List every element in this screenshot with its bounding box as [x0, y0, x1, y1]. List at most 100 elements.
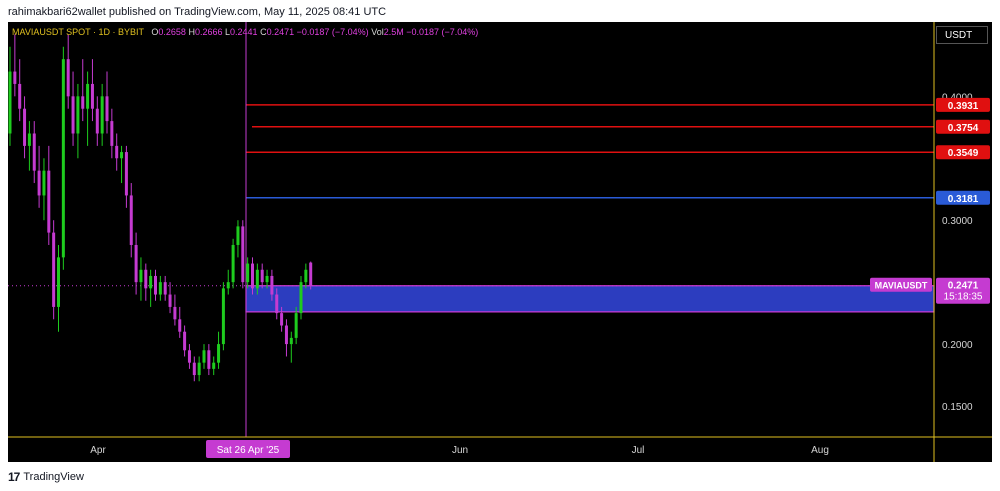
legend-low-value: 0.2441 [230, 27, 258, 37]
candle-body [129, 195, 133, 245]
candle-body [124, 152, 128, 196]
candle-body [284, 325, 288, 345]
candle-body [217, 344, 221, 363]
candle-body [37, 170, 41, 196]
candle-body [120, 152, 124, 159]
legend-close-value: 0.2471 [266, 27, 295, 37]
candle-body [270, 275, 274, 295]
legend-volume-value: 2.5M [383, 27, 404, 37]
candle-body [100, 96, 104, 134]
candle-body [212, 362, 216, 369]
legend-high-label: H [188, 27, 195, 37]
candle-body [246, 263, 250, 283]
candle-body [299, 282, 303, 314]
candle-body [66, 59, 70, 97]
candle-body [163, 282, 167, 295]
candle-body [231, 244, 235, 283]
legend-open-value: 0.2658 [158, 27, 186, 37]
candle-body [178, 319, 182, 332]
candle-body [154, 275, 157, 295]
candle-body [183, 331, 187, 351]
candle-body [309, 262, 313, 286]
candle-body [90, 83, 94, 109]
candle-body [76, 96, 80, 134]
candle-body [61, 59, 65, 258]
symbol-tag [870, 277, 932, 292]
candle-body [57, 257, 60, 307]
candle-body [197, 362, 201, 376]
legend-symbol[interactable]: MAVIAUSDT SPOT · 1D · BYBIT [12, 27, 144, 37]
y-tick-label: 0.3000 [942, 216, 973, 227]
legend-volume-change: −0.0187 (−7.04%) [406, 27, 479, 37]
legend-low-label: L [225, 27, 231, 37]
legend-open-label: O [151, 27, 159, 37]
candle-body [23, 108, 27, 146]
chart-area[interactable]: 0.15000.20000.30000.40000.45000.39310.37… [8, 22, 992, 462]
level-price-tag [936, 97, 990, 112]
price-chart[interactable]: 0.15000.20000.30000.40000.45000.39310.37… [8, 22, 992, 462]
candle-body [294, 313, 298, 338]
y-tick-label: 0.1500 [942, 402, 973, 413]
countdown-timer: 15:18:35 [944, 292, 983, 303]
currency-button[interactable]: USDT [936, 26, 988, 44]
candle-body [280, 313, 284, 326]
candle-body [110, 121, 114, 146]
candle-body [207, 350, 211, 369]
level-price-label: 0.3931 [948, 101, 979, 112]
symbol-tag-label: MAVIAUSDT [875, 281, 928, 291]
candle-body [13, 71, 17, 84]
legend-high-value: 0.2666 [194, 27, 223, 37]
candle-body [158, 282, 162, 295]
candle-body [255, 269, 259, 289]
candle-body [260, 269, 264, 283]
candle-body [275, 294, 279, 314]
legend-close-label: C [260, 27, 267, 37]
legend-change: −0.0187 (−7.04%) [296, 27, 369, 37]
symbol-legend: MAVIAUSDT SPOT · 1D · BYBIT O0.2658 H0.2… [12, 26, 478, 38]
candle-body [221, 288, 225, 345]
candle-body [139, 269, 143, 283]
level-price-tag [936, 190, 990, 205]
level-price-label: 0.3754 [948, 123, 979, 134]
candle-body [241, 226, 245, 283]
candle-body [81, 96, 85, 109]
demand-zone [245, 285, 935, 313]
x-tick-label: Jul [632, 445, 645, 456]
candle-body [105, 96, 109, 122]
candle-body [86, 83, 90, 109]
footer: 17 TradingView [8, 468, 84, 486]
candle-body [27, 133, 31, 146]
y-tick-label: 0.2000 [942, 340, 973, 351]
candle-body [226, 282, 230, 289]
candle-body [18, 83, 22, 109]
tradingview-logo-icon[interactable]: 17 [8, 470, 20, 484]
level-price-tag [936, 119, 990, 134]
x-tick-label: Jun [452, 445, 468, 456]
candle-body [144, 269, 148, 289]
candle-body [265, 275, 269, 283]
candle-body [202, 350, 206, 363]
candle-body [71, 96, 75, 134]
level-price-label: 0.3549 [948, 148, 979, 159]
candle-body [134, 244, 138, 283]
publisher-line: rahimakbari62wallet published on Trading… [8, 6, 387, 18]
x-tick-label: Apr [90, 445, 106, 456]
level-price-tag [936, 145, 990, 160]
candle-body [8, 71, 12, 134]
crosshair-date-tag [206, 440, 290, 458]
last-price-tag [936, 277, 990, 304]
candle-body [47, 170, 51, 233]
footer-brand[interactable]: TradingView [23, 471, 84, 483]
candle-body [168, 294, 172, 307]
y-tick-label: 0.4000 [942, 92, 973, 103]
x-tick-label: Aug [811, 445, 829, 456]
crosshair-date-label: Sat 26 Apr '25 [217, 445, 280, 456]
level-price-label: 0.3181 [948, 194, 979, 205]
candle-body [149, 275, 153, 289]
candle-body [32, 133, 36, 171]
candle-body [236, 226, 240, 245]
candle-body [251, 263, 254, 289]
candle-body [115, 145, 119, 159]
candle-body [192, 362, 196, 376]
candle-body [304, 269, 308, 283]
